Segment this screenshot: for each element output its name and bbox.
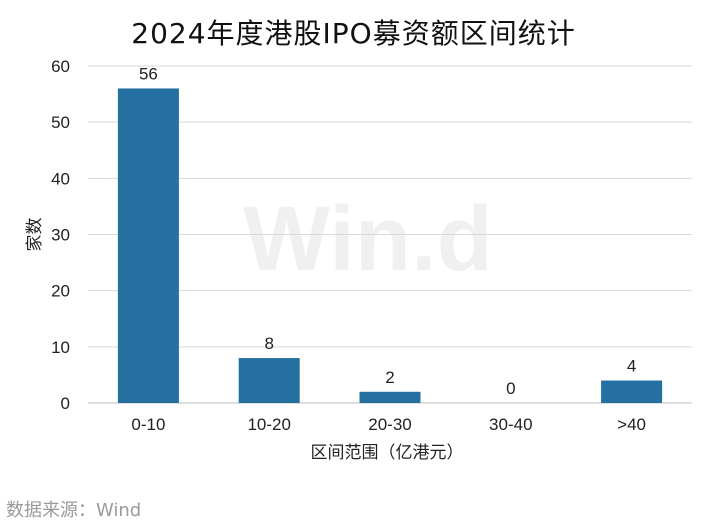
chart-title: 2024年度港股IPO募资额区间统计	[131, 17, 576, 50]
y-tick-label: 20	[51, 282, 70, 301]
x-tick-label: 20-30	[368, 415, 411, 434]
y-tick-label: 10	[51, 338, 70, 357]
y-tick-label: 60	[51, 57, 70, 76]
y-tick-label: 30	[51, 226, 70, 245]
data-label: 0	[506, 379, 515, 398]
y-axis-title: 家数	[25, 218, 44, 252]
x-axis-title: 区间范围（亿港元）	[311, 443, 464, 462]
x-tick-label: 10-20	[247, 415, 290, 434]
y-tick-label: 0	[61, 394, 70, 413]
y-tick-label: 40	[51, 169, 70, 188]
data-label: 4	[627, 357, 636, 376]
data-label: 2	[385, 368, 394, 387]
bar-10-20	[238, 358, 300, 403]
x-tick-label: >40	[617, 415, 646, 434]
x-tick-label: 30-40	[489, 415, 532, 434]
watermark-text: Win.d	[243, 188, 493, 290]
bar-20-30	[359, 391, 421, 403]
y-tick-label: 50	[51, 113, 70, 132]
x-tick-label: 0-10	[131, 415, 165, 434]
source-note: 数据来源：Wind	[6, 500, 142, 521]
data-label: 56	[139, 64, 158, 83]
bar->40	[601, 380, 663, 403]
data-label: 8	[264, 334, 273, 353]
bar-0-10	[117, 88, 179, 403]
